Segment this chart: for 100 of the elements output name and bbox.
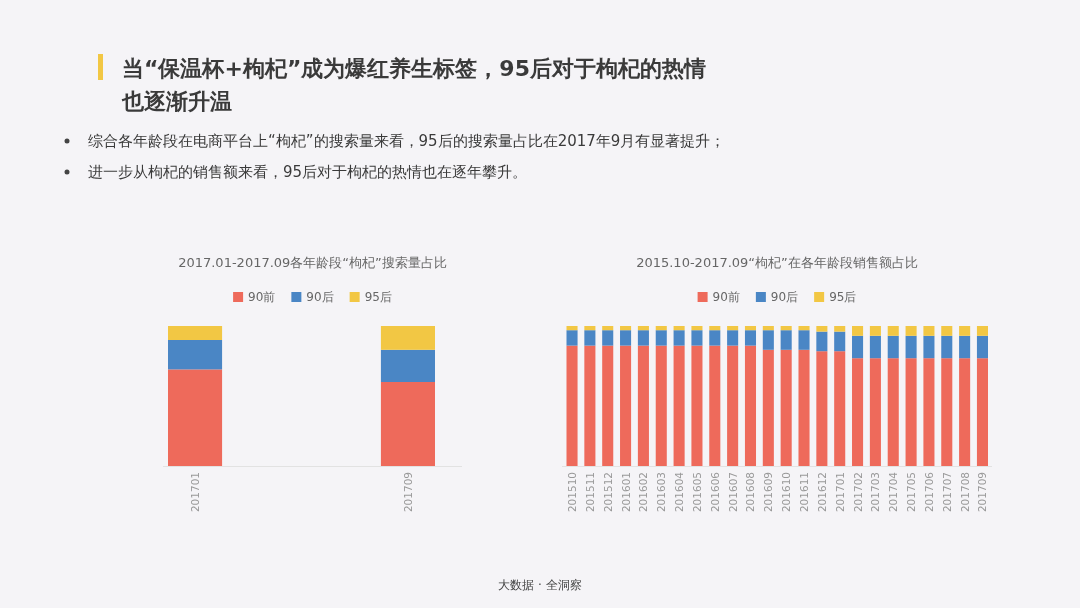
x-tick-label: 201604: [673, 471, 686, 513]
bar: [762, 330, 774, 350]
bar: [976, 358, 988, 466]
x-tick-label: 201605: [690, 472, 703, 513]
bar: [566, 330, 578, 346]
bar: [941, 326, 953, 336]
bar: [673, 345, 685, 466]
x-tick-label: 201608: [744, 472, 757, 513]
bar: [655, 330, 667, 346]
x-tick-label: 201709: [401, 472, 414, 513]
bar: [887, 358, 899, 466]
bar: [923, 358, 935, 466]
legend-label: 95后: [829, 290, 857, 304]
bar: [816, 351, 828, 466]
text: 综合各年龄段在电商平台上“枸杞”的搜索量来看，95后的搜索量占比在2017年9月有显著提升；: [88, 132, 726, 150]
legend-label: 90前: [712, 290, 740, 304]
bar: [602, 345, 614, 466]
bar: [869, 358, 881, 466]
bar: [727, 330, 739, 346]
x-tick-label: 201510: [566, 472, 579, 513]
x-tick-label: 201602: [637, 472, 650, 513]
legend-label: 95后: [364, 290, 392, 304]
bar: [852, 358, 864, 466]
bar: [637, 330, 649, 346]
x-tick-label: 201703: [869, 472, 882, 513]
bar: [905, 326, 917, 336]
bar: [566, 345, 578, 466]
bar: [959, 358, 971, 466]
x-tick-label: 201611: [798, 472, 811, 513]
chart-title: 2015.10-2017.09“枸杞”在各年龄段销售额占比: [636, 254, 918, 270]
x-tick-label: 201601: [619, 472, 632, 513]
bar: [959, 326, 971, 336]
x-tick-label: 201705: [905, 472, 918, 513]
bar: [976, 335, 988, 359]
bar: [691, 330, 703, 346]
bar: [780, 349, 792, 466]
bar: [566, 326, 578, 331]
bar: [852, 335, 864, 359]
x-tick-label: 201612: [815, 472, 828, 513]
bar: [887, 326, 899, 336]
chart-title: 2017.01-2017.09各年龄段“枸杞”搜索量占比: [178, 254, 447, 270]
x-tick-label: 201603: [655, 472, 668, 513]
bar: [869, 326, 881, 336]
bar: [941, 358, 953, 466]
legend-label: 90前: [248, 290, 276, 304]
x-tick-label: 201610: [780, 472, 793, 513]
bar: [798, 349, 810, 466]
bar: [727, 326, 739, 331]
bar: [780, 330, 792, 350]
bar: [691, 326, 703, 331]
bar: [780, 326, 792, 331]
bar: [852, 326, 864, 336]
bar: [816, 331, 828, 352]
bar: [637, 326, 649, 331]
bar: [620, 330, 632, 346]
text: 大数据 · 全洞察: [498, 578, 582, 592]
bar: [798, 326, 810, 331]
x-tick-label: 201607: [726, 472, 739, 513]
bar: [655, 345, 667, 466]
bar: [709, 345, 721, 466]
bar: [798, 330, 810, 350]
x-tick-label: 201704: [887, 471, 900, 513]
bar: [727, 345, 739, 466]
bar: [941, 335, 953, 359]
bar: [584, 326, 596, 331]
bar: [905, 358, 917, 466]
text: 当“保温杯+枸杞”成为爆红养生标签，95后对于枸杞的热情也逐渐升温: [121, 56, 706, 114]
bar: [673, 330, 685, 346]
x-tick-label: 201512: [601, 472, 614, 513]
bar: [834, 326, 846, 332]
bar: [744, 345, 757, 466]
bar: [620, 345, 632, 466]
x-tick-label: 201701: [189, 472, 202, 513]
legend-label: 90后: [306, 290, 334, 304]
x-tick-label: 201708: [958, 472, 971, 513]
bar: [744, 330, 757, 346]
bar: [976, 326, 988, 336]
x-tick-label: 201701: [833, 472, 846, 513]
bar: [923, 326, 935, 336]
bar: [637, 345, 649, 466]
bar: [602, 330, 614, 346]
bar: [673, 326, 685, 331]
legend-label: 90后: [770, 290, 799, 304]
bar: [923, 335, 935, 359]
bar: [168, 326, 223, 340]
bar: [584, 330, 596, 346]
bar: [816, 326, 828, 332]
bar: [709, 326, 721, 331]
bar: [602, 326, 614, 331]
bar: [834, 331, 846, 352]
bar: [655, 326, 667, 331]
bar: [959, 335, 971, 359]
x-tick-label: 201702: [851, 472, 864, 513]
bar: [168, 369, 223, 466]
x-tick-label: 201511: [583, 472, 596, 513]
x-tick-label: 201606: [708, 471, 721, 513]
bar: [887, 335, 899, 359]
bar: [380, 326, 435, 350]
x-tick-label: 201706: [922, 471, 935, 513]
bar: [168, 340, 223, 370]
